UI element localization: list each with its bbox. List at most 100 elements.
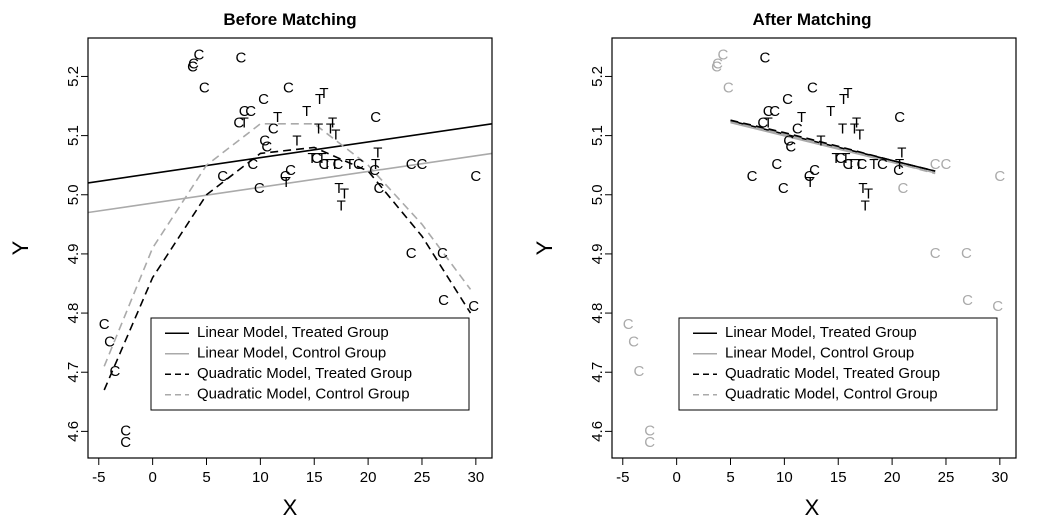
point-t: T — [764, 115, 773, 132]
x-tick-label: 30 — [991, 469, 1008, 486]
point-t: T — [854, 156, 863, 173]
point-c: C — [261, 138, 272, 155]
point-c: C — [785, 138, 796, 155]
x-axis-label: X — [805, 495, 820, 520]
y-axis-label: Y — [8, 240, 33, 255]
y-tick-label: 5.0 — [589, 184, 606, 205]
y-tick-label: 5.1 — [65, 125, 82, 146]
x-tick-label: 20 — [884, 469, 901, 486]
point-c: C — [893, 162, 904, 179]
point-t: T — [330, 156, 339, 173]
y-axis-label: Y — [532, 240, 557, 255]
x-tick-label: 20 — [360, 469, 377, 486]
point-c: C — [644, 422, 655, 439]
point-c: C — [99, 316, 110, 333]
point-t: T — [864, 186, 873, 203]
point-c: C — [239, 103, 250, 120]
point-c: C — [236, 50, 247, 67]
point-t: T — [314, 121, 323, 138]
point-c: C — [718, 47, 729, 64]
x-tick-label: -5 — [92, 469, 105, 486]
point-c: C — [194, 47, 205, 64]
point-t: T — [326, 121, 335, 138]
x-tick-label: 25 — [414, 469, 431, 486]
point-c: C — [763, 103, 774, 120]
point-t: T — [838, 121, 847, 138]
point-t: T — [869, 156, 878, 173]
point-t: T — [797, 109, 806, 126]
point-c: C — [280, 168, 291, 185]
plot-frame — [611, 37, 1017, 459]
legend-label: Quadratic Model, Control Group — [725, 386, 938, 403]
legend-box — [678, 317, 998, 411]
x-tick-label: 5 — [202, 469, 210, 486]
point-t: T — [302, 103, 311, 120]
point-t: T — [334, 180, 343, 197]
point-c: C — [857, 156, 868, 173]
point-c: C — [283, 79, 294, 96]
legend-box — [150, 317, 470, 411]
point-c: C — [930, 245, 941, 262]
point-c: C — [769, 103, 780, 120]
point-c: C — [370, 109, 381, 126]
point-t: T — [292, 132, 301, 149]
legend-label: Linear Model, Treated Group — [197, 324, 389, 341]
point-c: C — [468, 298, 479, 315]
point-t: T — [897, 144, 906, 161]
point-c: C — [644, 434, 655, 451]
point-c: C — [353, 156, 364, 173]
quadratic-treated-line — [730, 119, 936, 172]
point-t: T — [806, 174, 815, 191]
point-c: C — [406, 245, 417, 262]
legend-label: Linear Model, Treated Group — [725, 324, 917, 341]
y-tick-label: 4.7 — [65, 362, 82, 383]
point-c: C — [187, 59, 198, 76]
point-t: T — [852, 115, 861, 132]
point-t: T — [240, 115, 249, 132]
chart-title: After Matching — [753, 10, 872, 29]
quadratic-treated-line — [103, 146, 472, 391]
point-c: C — [961, 245, 972, 262]
x-tick-label: 10 — [252, 469, 269, 486]
point-t: T — [317, 150, 326, 167]
point-c: C — [843, 156, 854, 173]
point-t: T — [331, 127, 340, 144]
point-c: C — [254, 180, 265, 197]
point-c: C — [747, 168, 758, 185]
panel-after-matching: After Matching X Y -5 0 5 10 15 20 25 30 4.6 4.7 4… — [532, 10, 1017, 520]
point-t: T — [895, 156, 904, 173]
point-c: C — [711, 59, 722, 76]
point-c: C — [897, 180, 908, 197]
y-tick-label: 4.8 — [65, 303, 82, 324]
panel-before-matching: Before Matching X Y -5 0 5 10 15 20 25 30 4.6 4.7… — [8, 10, 493, 520]
point-c: C — [941, 156, 952, 173]
point-t: T — [839, 91, 848, 108]
point-c: C — [962, 292, 973, 309]
x-tick-label: 15 — [306, 469, 323, 486]
quadratic-control-line — [103, 123, 472, 367]
point-t: T — [371, 156, 380, 173]
point-c: C — [994, 168, 1005, 185]
point-c: C — [771, 156, 782, 173]
linear-control-line — [88, 152, 492, 214]
point-c: C — [628, 334, 639, 351]
point-t: T — [855, 127, 864, 144]
y-tick-label: 4.6 — [65, 421, 82, 442]
legend: Linear Model, Treated Group Linear Model,… — [150, 317, 470, 411]
point-c: C — [258, 91, 269, 108]
chart-title: Before Matching — [223, 10, 356, 29]
point-t: T — [831, 150, 840, 167]
legend-label: Quadratic Model, Treated Group — [725, 365, 940, 382]
x-tick-label: 25 — [938, 469, 955, 486]
point-t: T — [282, 174, 291, 191]
point-t: T — [373, 144, 382, 161]
point-c: C — [778, 180, 789, 197]
point-c: C — [120, 422, 131, 439]
point-c: C — [259, 132, 270, 149]
point-c: C — [120, 434, 131, 451]
x-tick-label: 10 — [776, 469, 793, 486]
point-c: C — [199, 79, 210, 96]
point-c: C — [247, 156, 258, 173]
